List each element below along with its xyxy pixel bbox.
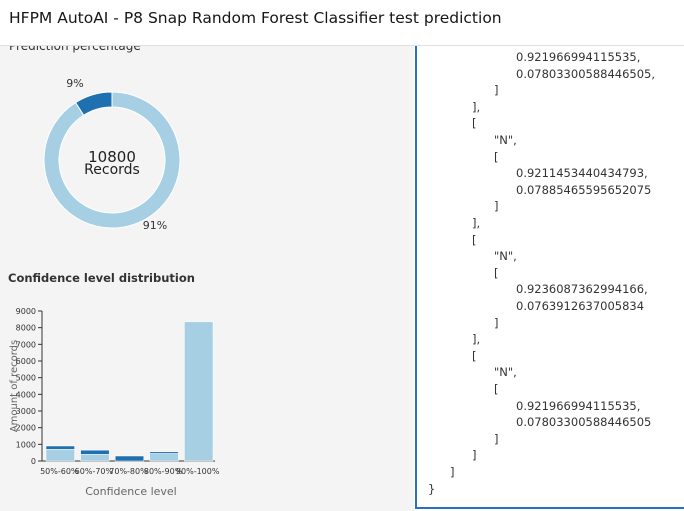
bar	[45, 449, 75, 462]
json-line: ],	[472, 332, 481, 347]
json-line: 0.9236087362994166,	[516, 282, 648, 297]
json-line: 0.07803300588446505,	[516, 66, 656, 81]
x-tick-label: 50%-60%	[40, 467, 79, 476]
y-tick-label: 5000	[16, 374, 36, 383]
y-axis-label: Amount of records	[9, 340, 20, 432]
bar	[80, 449, 110, 455]
y-tick-label: 8000	[16, 324, 36, 333]
json-line: "N",	[494, 249, 517, 264]
json-line: [	[494, 265, 499, 280]
x-tick-label: 90%-100%	[176, 467, 220, 476]
bar	[80, 454, 110, 462]
json-line: [	[494, 382, 499, 396]
json-line: 0.0763912637005834	[516, 299, 645, 313]
json-line: [	[472, 116, 477, 131]
donut-title: Prediction percentage	[9, 46, 141, 53]
x-tick-label: 80%-90%	[144, 467, 183, 476]
bar	[184, 321, 214, 462]
y-tick-label: 2000	[16, 424, 36, 433]
slice-label: 9%	[66, 77, 83, 90]
left-panel: Prediction percentage 10800 Records Conf…	[0, 39, 414, 511]
y-tick-label: 7000	[16, 340, 36, 349]
donut-center-value: 10800	[88, 148, 136, 166]
header: HFPM AutoAI - P8 Snap Random Forest Clas…	[0, 0, 684, 46]
x-tick-label: 60%-70%	[75, 467, 114, 476]
bar	[45, 445, 75, 450]
json-line: }	[428, 481, 436, 496]
y-tick-label: 9000	[16, 307, 36, 316]
json-line: ]	[472, 448, 477, 463]
json-line: [	[494, 149, 499, 164]
json-line: 0.921966994115535,	[516, 50, 641, 64]
json-line: ],	[472, 99, 481, 114]
slice-label: 91%	[143, 219, 167, 232]
y-tick-label: 1000	[16, 440, 36, 449]
bar	[149, 451, 179, 454]
json-line: ]	[494, 315, 499, 330]
json-line: 0.921966994115535,	[516, 398, 641, 413]
x-axis-label: Confidence level	[85, 485, 177, 498]
x-tick-label: 70%-80%	[109, 467, 148, 476]
json-line: "N",	[494, 133, 517, 147]
json-line: [	[472, 232, 477, 247]
json-line: ]	[494, 199, 499, 214]
json-line: ]	[494, 431, 499, 446]
json-line: "N",	[494, 365, 517, 380]
json-line: [	[472, 348, 477, 363]
y-tick-label: 6000	[16, 357, 36, 366]
json-line: ]	[450, 465, 455, 479]
json-line: 0.07803300588446505	[516, 415, 652, 430]
json-line: ]	[494, 83, 499, 98]
donut-center-label: Records	[84, 162, 140, 178]
y-tick-label: 4000	[16, 390, 36, 399]
y-tick-label: 3000	[16, 407, 36, 416]
json-line: 0.9211453440434793,	[516, 166, 648, 181]
charts: Prediction percentage 10800 Records Conf…	[8, 39, 220, 498]
histogram-title: Confidence level distribution	[8, 271, 195, 285]
json-panel: 0.921966994115535, 0.07803300588446505,]]…	[415, 40, 684, 509]
bar	[114, 455, 145, 462]
page-title: HFPM AutoAI - P8 Snap Random Forest Clas…	[9, 9, 502, 27]
y-tick-label: 0	[31, 457, 36, 466]
donut-slice	[43, 91, 181, 229]
json-line: 0.07885465595652075	[516, 182, 652, 197]
bar	[149, 453, 179, 462]
json-line: ],	[472, 216, 481, 230]
